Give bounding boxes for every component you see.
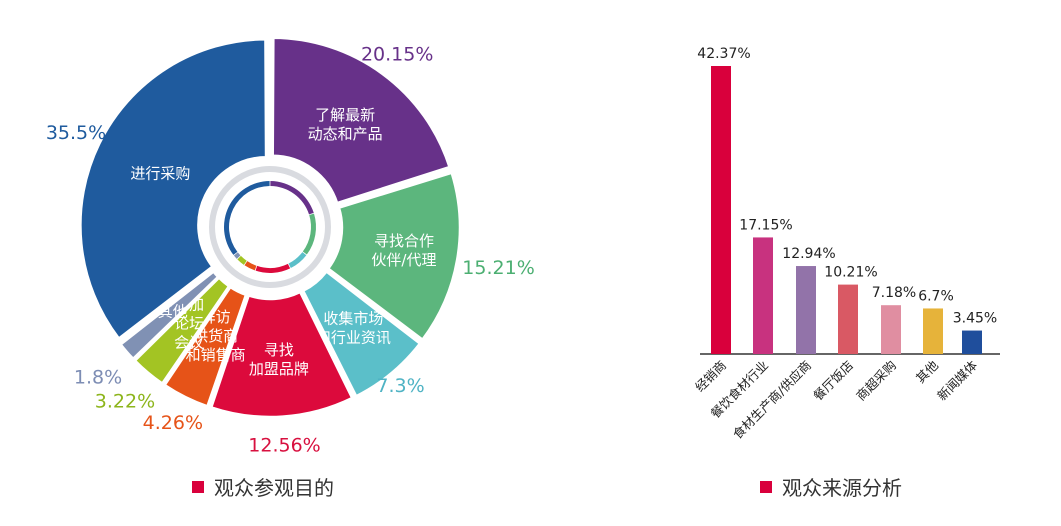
bar-value-label: 7.18% bbox=[872, 285, 916, 301]
pie-slice-label: 进行采购 bbox=[130, 164, 190, 182]
bar bbox=[753, 237, 773, 354]
pie-slice-label: 寻找加盟品牌 bbox=[249, 341, 309, 378]
pie-slice bbox=[209, 290, 354, 419]
donut-hole bbox=[230, 187, 310, 267]
pie-slice-label: 收集市场和行业资讯 bbox=[316, 309, 391, 346]
bar-category-label: 新闻媒体 bbox=[934, 357, 980, 403]
donut-inner-ring bbox=[209, 166, 331, 288]
donut-mini-ring-segment bbox=[288, 252, 307, 269]
bar-value-label: 17.15% bbox=[739, 217, 792, 233]
bar-title: 观众来源分析 bbox=[782, 476, 902, 500]
pie-value-label: 12.56% bbox=[248, 435, 320, 457]
bar-value-label: 12.94% bbox=[782, 246, 835, 262]
donut-mini-ring-segment bbox=[224, 181, 270, 255]
bar bbox=[838, 284, 858, 354]
source-bar-chart: 42.37%经销商17.15%餐饮食材行业12.94%食材生产商/供应商10.2… bbox=[692, 46, 1000, 442]
bar-value-label: 3.45% bbox=[953, 311, 997, 327]
bar-category-label: 餐厅饭店 bbox=[810, 358, 856, 404]
caption-square-icon bbox=[760, 480, 772, 493]
bar-value-label: 6.7% bbox=[918, 288, 954, 304]
pie-slice-label: 其他 bbox=[158, 303, 188, 321]
bar bbox=[923, 308, 943, 354]
pie-slice bbox=[133, 276, 231, 386]
bar bbox=[881, 305, 901, 354]
pie-slice bbox=[79, 37, 268, 341]
pie-value-label: 7.3% bbox=[376, 375, 424, 397]
bar-value-label: 42.37% bbox=[697, 46, 750, 62]
bar-category-label: 经销商 bbox=[692, 358, 729, 395]
bar-category-label: 其他 bbox=[913, 357, 942, 386]
pie-value-label: 4.26% bbox=[143, 412, 203, 434]
pie-slice-label: 寻找合作伙伴/代理 bbox=[371, 232, 436, 269]
pie-slice bbox=[326, 171, 462, 342]
donut-mini-ring-segment bbox=[244, 261, 257, 271]
donut-mini-ring-segment bbox=[233, 252, 241, 259]
bar-category-label: 商超采购 bbox=[853, 358, 899, 404]
bar-value-label: 10.21% bbox=[824, 265, 877, 281]
bar bbox=[962, 330, 982, 354]
pie-slice bbox=[301, 269, 422, 398]
pie-slice bbox=[118, 269, 220, 361]
pie-slice-label: 了解最新动态和产品 bbox=[308, 106, 383, 143]
purpose-donut-chart: 了解最新动态和产品 20.15% 寻找合作伙伴/代理 15.21% 收集市场和行业资讯 7… bbox=[46, 36, 535, 457]
pie-caption: 观众参观目的 bbox=[192, 472, 334, 501]
pie-value-label: 1.8% bbox=[74, 367, 122, 389]
donut-mini-ring-segment bbox=[237, 255, 247, 265]
bar-caption: 观众来源分析 bbox=[760, 472, 902, 501]
pie-value-label: 35.5% bbox=[46, 122, 106, 144]
bar bbox=[796, 266, 816, 354]
bar-category-label: 食材生产商/供应商 bbox=[730, 358, 814, 442]
donut-mini-ring-segment bbox=[255, 263, 291, 274]
pie-slice bbox=[162, 285, 248, 408]
donut-mini-ring-segment bbox=[302, 213, 316, 255]
bar bbox=[711, 66, 731, 354]
pie-value-label: 3.22% bbox=[95, 390, 155, 412]
caption-square-icon bbox=[192, 480, 204, 493]
pie-title: 观众参观目的 bbox=[214, 476, 334, 500]
pie-slice bbox=[271, 36, 452, 205]
donut-mini-ring-segment bbox=[270, 181, 314, 215]
pie-value-label: 15.21% bbox=[462, 257, 534, 279]
pie-value-label: 20.15% bbox=[361, 44, 433, 66]
